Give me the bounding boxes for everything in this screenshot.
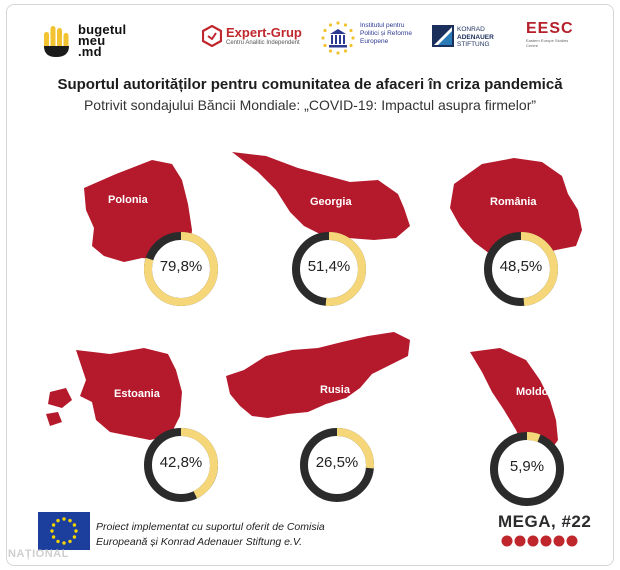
donut-value-arc: [144, 232, 218, 306]
expert-grup-icon: [202, 25, 222, 47]
bm-line-1: bugetul: [78, 22, 127, 37]
project-credit-line-2: Europeană și Konrad Adenauer Stiftung e.…: [96, 536, 303, 548]
kas-name: KONRAD ADENAUER STIFTUNG: [457, 26, 494, 49]
partner-dot-icon: [501, 535, 513, 547]
edition-label: MEGA, #22: [498, 512, 592, 531]
donut-romania: 48,5%: [482, 230, 560, 308]
partner-icons-strip: [501, 535, 578, 547]
hand-icon: [44, 26, 69, 57]
donut-chart: [300, 428, 374, 502]
donut-georgia: 51,4%: [290, 230, 368, 308]
estoania-map-shape: [46, 348, 182, 440]
ipre-line-1: Institutul pentru: [360, 22, 405, 29]
donut-chart: [484, 232, 558, 306]
donut-value-arc: [300, 428, 374, 502]
panel-georgia: Georgia 51,4%: [228, 146, 428, 336]
project-credit: Proiect implementat cu suportul oferit d…: [96, 520, 325, 550]
value-label: 5,9%: [509, 458, 545, 475]
donut-chart: [144, 428, 218, 502]
bugetul-meu-logo: bugetul meu .md: [42, 22, 152, 62]
donut-estoania: 42,8%: [142, 426, 220, 504]
eesc-tagline: Eastern Europe Studies Centre: [526, 38, 569, 48]
country-label: Polonia: [108, 194, 148, 206]
bugetul-meu-wordmark: bugetul meu .md: [78, 22, 127, 59]
panel-romania: România 48,5%: [430, 150, 620, 340]
country-label: Rusia: [320, 384, 350, 396]
value-label: 79,8%: [159, 258, 203, 275]
partner-dot-icon: [514, 535, 526, 547]
watermark: NAȚIONAL: [8, 548, 69, 560]
donut-rusia: 26,5%: [298, 426, 376, 504]
kas-line-2: ADENAUER: [457, 33, 494, 41]
donut-polonia: 79,8%: [142, 230, 220, 308]
chart-title: Suportul autorităților pentru comunitate…: [57, 76, 563, 93]
panel-polonia: Polonia 79,8%: [64, 150, 264, 340]
value-label: 48,5%: [499, 258, 543, 275]
panel-rusia: Rusia 26,5%: [222, 326, 422, 516]
expert-grup-tagline: Centru Analitic Independent: [226, 40, 300, 46]
panel-estoania: Estoania 42,8%: [36, 340, 236, 530]
donut-value-arc: [292, 232, 366, 306]
bm-line-3: .md: [78, 44, 102, 59]
partner-dot-icon: [553, 535, 565, 547]
rusia-map-shape: [226, 332, 410, 418]
romania-map-shape: [450, 158, 582, 258]
value-label: 51,4%: [307, 258, 351, 275]
ipre-line-2: Politici și Reforme: [360, 30, 413, 37]
expert-grup-logo: Expert-Grup Centru Analitic Independent: [202, 24, 332, 52]
donut-chart: [490, 432, 564, 506]
eesc-logo: EESC Eastern Europe Studies Centre: [526, 20, 576, 52]
kas-line-1: KONRAD: [457, 26, 485, 33]
moldova-map-shape: [470, 348, 558, 460]
expert-grup-name: Expert-Grup: [226, 25, 302, 40]
eu-flag-icon: [38, 512, 90, 550]
georgia-map-shape: [232, 152, 410, 240]
donut-chart: [144, 232, 218, 306]
country-label: Estoania: [114, 388, 160, 400]
panel-moldova: Moldova 5,9%: [440, 340, 620, 530]
ipre-emblem-icon: [321, 21, 355, 55]
partner-dot-icon: [566, 535, 578, 547]
partner-dot-icon: [540, 535, 552, 547]
donut-value-arc: [144, 428, 218, 502]
ipre-logo: Institutul pentru Politici și Reforme Eu…: [320, 18, 420, 60]
donut-value-arc: [490, 432, 564, 506]
donut-value-arc: [484, 232, 558, 306]
country-label: Moldova: [516, 386, 561, 398]
donut-moldova: 5,9%: [488, 430, 566, 508]
ipre-line-3: Europene: [360, 38, 389, 45]
kas-line-3: STIFTUNG: [457, 41, 490, 48]
chart-subtitle: Potrivit sondajului Băncii Mondiale: „CO…: [83, 97, 537, 113]
value-label: 26,5%: [315, 454, 359, 471]
eesc-name: EESC: [526, 20, 574, 37]
country-label: România: [490, 196, 537, 208]
country-label: Georgia: [310, 196, 352, 208]
kas-emblem-icon: [432, 25, 454, 47]
kas-logo: KONRAD ADENAUER STIFTUNG: [432, 24, 512, 50]
ipre-name: Institutul pentru Politici și Reforme Eu…: [360, 22, 420, 46]
donut-chart: [292, 232, 366, 306]
project-credit-line-1: Proiect implementat cu suportul oferit d…: [96, 521, 325, 533]
bm-line-2: meu: [78, 33, 106, 48]
value-label: 42,8%: [159, 454, 203, 471]
partner-dot-icon: [527, 535, 539, 547]
